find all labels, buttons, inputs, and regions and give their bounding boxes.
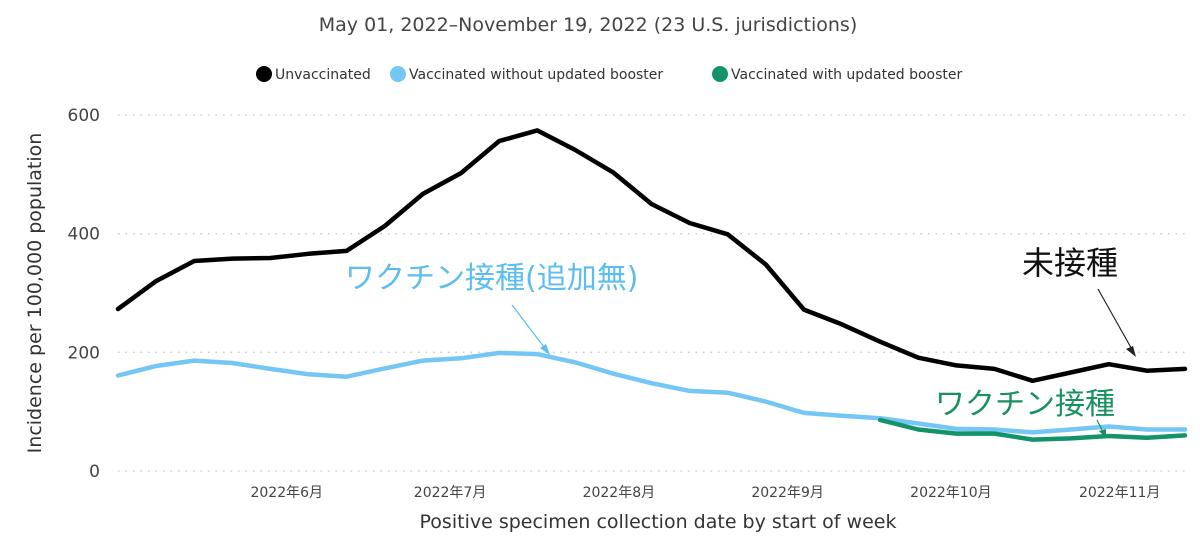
x-tick-label: 2022年10月 <box>910 485 991 501</box>
annotation-arrowhead-unvaccinated <box>1126 346 1136 357</box>
legend-marker-vaccinated-without-booster <box>390 66 406 82</box>
annotations: 未接種 ワクチン接種(追加無) ワクチン接種 <box>345 244 1136 438</box>
y-tick-label: 400 <box>68 225 100 245</box>
x-axis-ticks: 2022年6月 2022年7月 2022年8月 2022年9月 2022年10月 2022… <box>250 485 1160 501</box>
x-tick-label: 2022年11月 <box>1079 485 1160 501</box>
x-axis-label: Positive specimen collection date by sta… <box>420 511 897 533</box>
series-line-vaccinated-without-updated-booster <box>115 350 1188 435</box>
legend-label-unvaccinated: Unvaccinated <box>275 67 371 83</box>
x-tick-label: 2022年6月 <box>250 485 323 501</box>
legend-item-vaccinated-with-booster[interactable]: Vaccinated with updated booster <box>712 66 962 83</box>
legend-marker-unvaccinated <box>256 66 272 82</box>
annotation-unvaccinated: 未接種 <box>1022 244 1118 282</box>
y-tick-label: 0 <box>89 462 100 482</box>
x-tick-label: 2022年8月 <box>583 485 656 501</box>
legend: Unvaccinated Vaccinated without updated … <box>256 66 962 83</box>
annotation-arrow-unvaccinated <box>1097 288 1135 354</box>
x-tick-label: 2022年7月 <box>414 485 487 501</box>
chart-title: May 01, 2022–November 19, 2022 (23 U.S. … <box>319 14 857 36</box>
legend-label-vaccinated-with-booster: Vaccinated with updated booster <box>731 67 962 83</box>
y-axis-ticks: 0 200 400 600 <box>68 106 100 482</box>
y-axis-label: Incidence per 100,000 population <box>24 133 46 454</box>
legend-item-vaccinated-without-booster[interactable]: Vaccinated without updated booster <box>390 66 663 83</box>
legend-item-unvaccinated[interactable]: Unvaccinated <box>256 66 371 83</box>
legend-label-vaccinated-without-booster: Vaccinated without updated booster <box>409 67 663 83</box>
annotation-vaccinated-with-booster: ワクチン接種 <box>935 387 1115 422</box>
series-line-unvaccinated <box>115 128 1188 384</box>
legend-marker-vaccinated-with-booster <box>712 66 728 82</box>
y-tick-label: 200 <box>68 343 100 363</box>
series-line-vaccinated-with-updated-booster <box>877 417 1188 442</box>
series-lines <box>115 128 1188 442</box>
annotation-arrowhead-vaccinated-without-booster <box>540 344 550 355</box>
annotation-vaccinated-without-booster: ワクチン接種(追加無) <box>345 261 638 296</box>
annotation-arrowhead-vaccinated-with-booster <box>1099 429 1106 438</box>
gridlines <box>118 114 1185 472</box>
x-tick-label: 2022年9月 <box>751 485 824 501</box>
y-tick-label: 600 <box>68 106 100 126</box>
annotation-arrow-vaccinated-without-booster <box>511 304 548 352</box>
